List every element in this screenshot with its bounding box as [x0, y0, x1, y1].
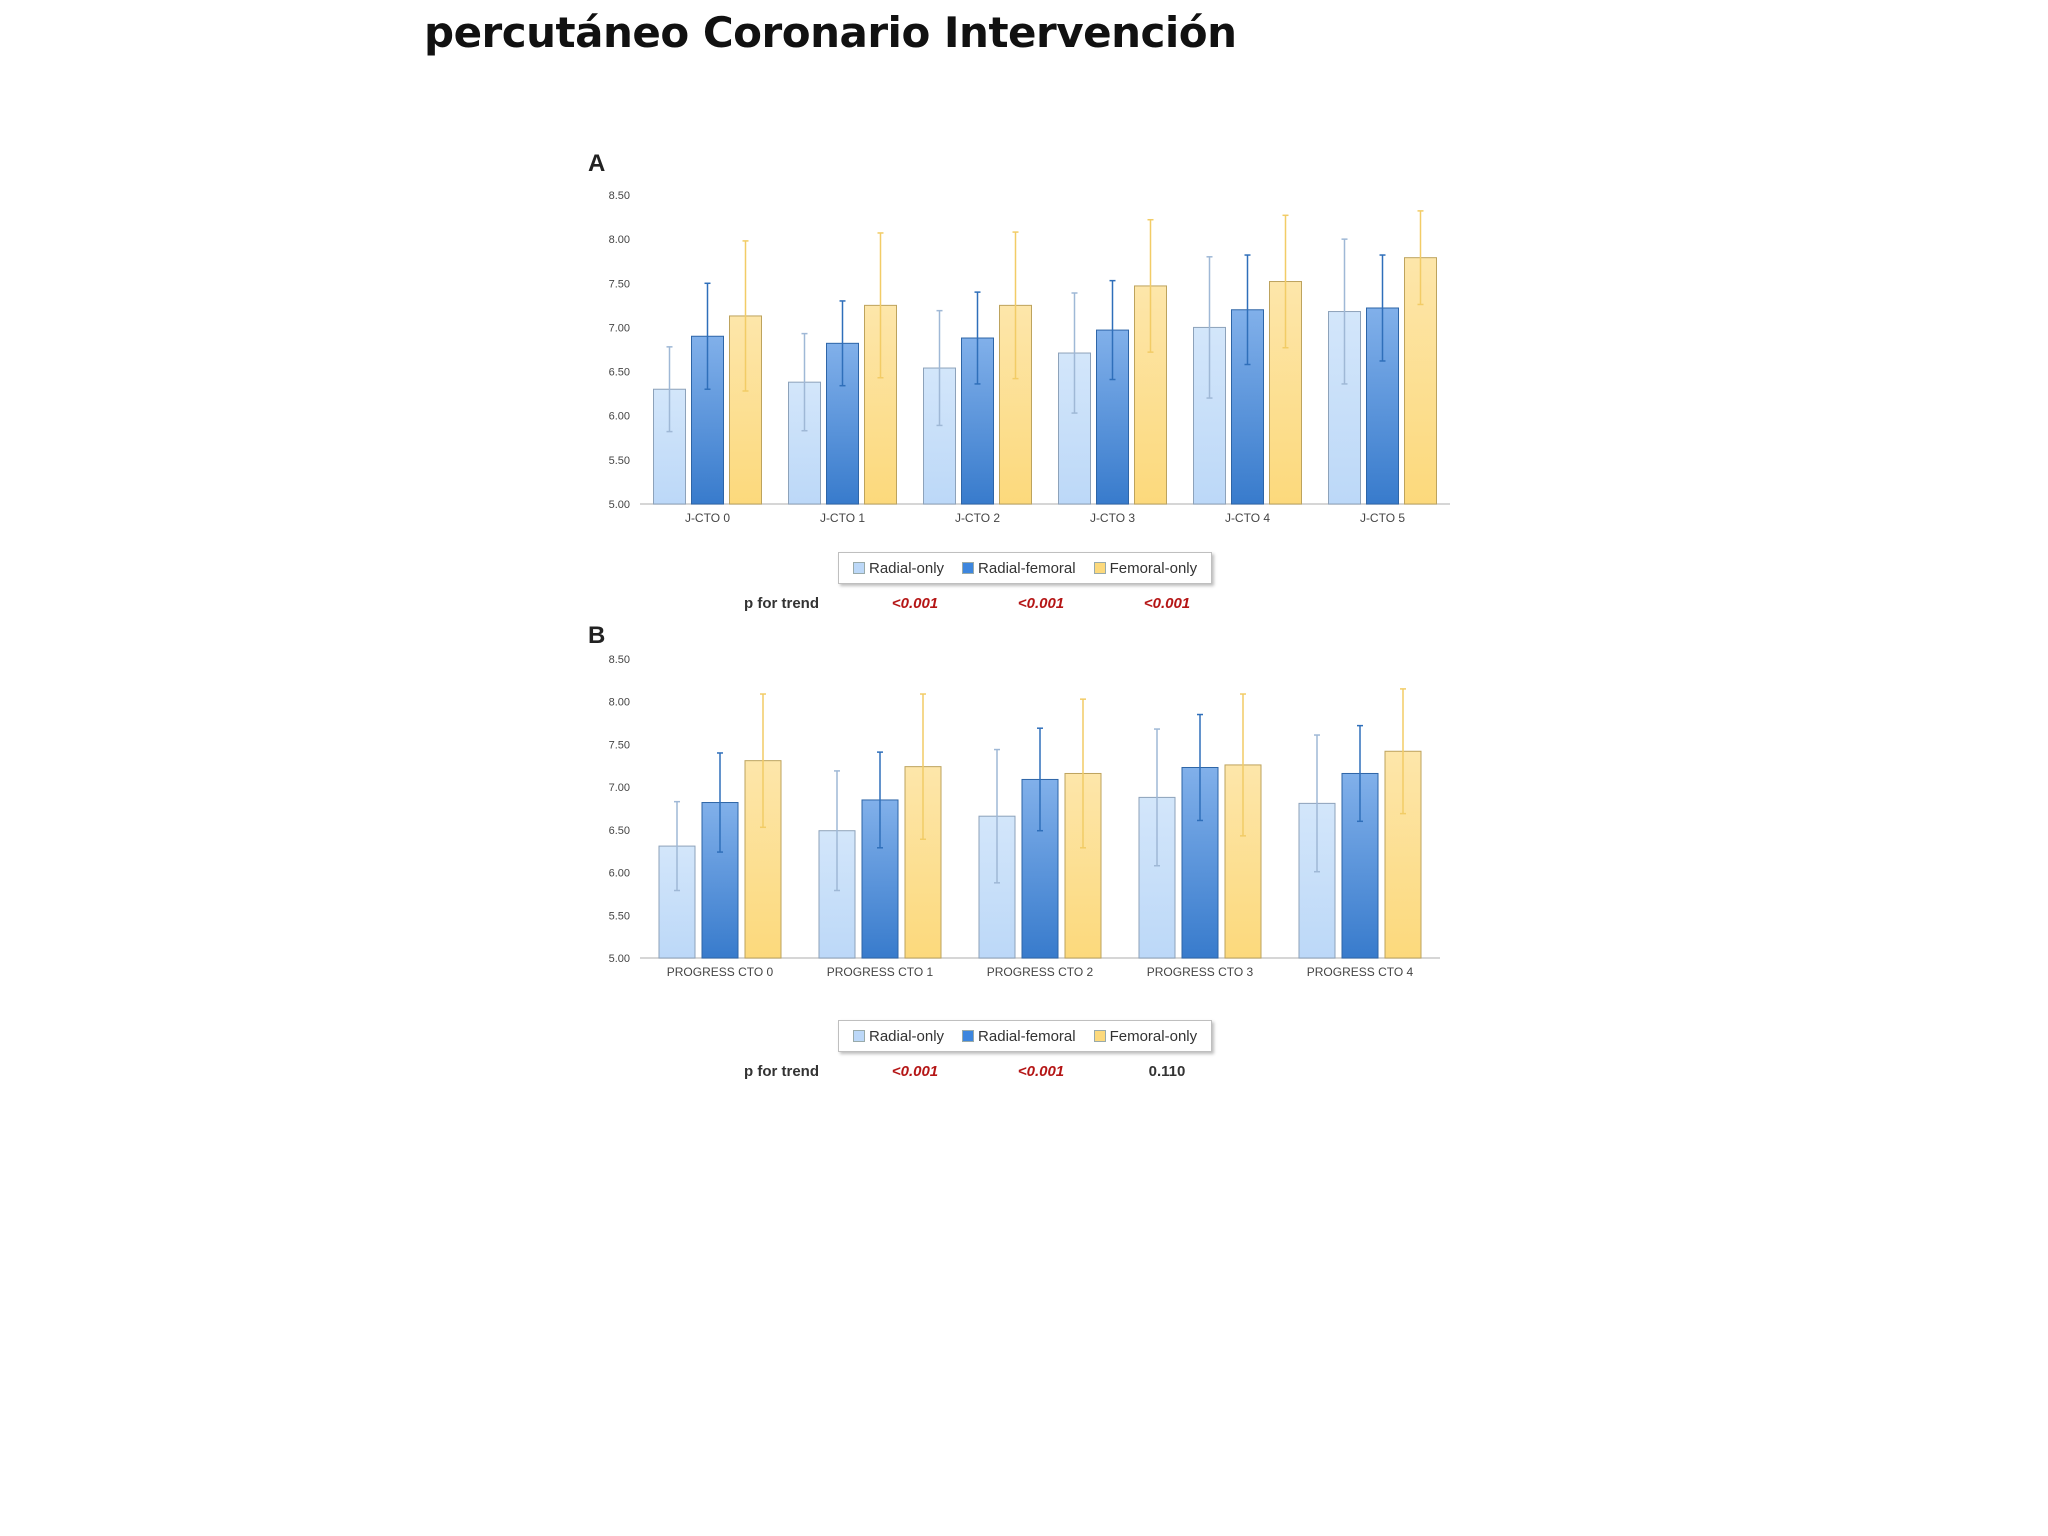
legend-item-femoral-only: Femoral-only [1093, 1027, 1198, 1045]
legend-label: Femoral-only [1109, 1027, 1198, 1045]
x-category-label: PROGRESS CTO 2 [987, 965, 1094, 979]
y-tick-label: 5.00 [609, 953, 630, 965]
legend-label: Radial-femoral [978, 1027, 1076, 1045]
panel-letter: A [588, 150, 606, 177]
legend: Radial-only Radial-femoral Femoral-only [838, 552, 1213, 584]
legend-item-radial-femoral: Radial-femoral [962, 1028, 1076, 1045]
x-category-label: J-CTO 1 [820, 511, 865, 525]
bar-radial-femoral [1181, 766, 1219, 959]
bar-femoral-only [729, 315, 762, 505]
legend-item-femoral-only: Femoral-only [1093, 559, 1198, 577]
legend-label: Femoral-only [1109, 559, 1198, 577]
legend-item-radial-femoral: Radial-femoral [962, 560, 1076, 577]
p-value: <0.001 [1017, 595, 1065, 612]
p-for-trend-label: p for trend [744, 1063, 819, 1080]
x-category-label: J-CTO 4 [1225, 511, 1270, 525]
legend-label: Radial-only [869, 559, 945, 577]
x-category-label: PROGRESS CTO 4 [1307, 965, 1414, 979]
p-for-trend-row: p for trend <0.001 <0.001 <0.001 [580, 595, 1460, 619]
y-tick-label: 5.50 [609, 455, 630, 467]
y-tick-label: 5.50 [609, 910, 630, 922]
y-tick-label: 8.50 [609, 190, 630, 202]
bar-chart-b: 5.00 5.50 6.00 6.50 7.00 7.50 8.00 8.50 PROGRESS… [609, 654, 1440, 979]
x-category-label: J-CTO 3 [1090, 511, 1135, 525]
p-value: <0.001 [1143, 595, 1191, 612]
slide-title: percutáneo Coronario Intervención [424, 8, 1237, 57]
legend-label: Radial-only [869, 1027, 945, 1045]
y-tick-label: 8.00 [609, 234, 630, 246]
bar-radial-femoral [961, 337, 994, 505]
y-tick-label: 7.50 [609, 739, 630, 751]
chart-panel-a: A 5.00 5.50 6.00 6.50 7.00 7.50 8.00 8.50 J-CTO … [580, 150, 1460, 625]
legend: Radial-only Radial-femoral Femoral-only [838, 1020, 1213, 1052]
y-tick-label: 6.50 [609, 825, 630, 837]
x-category-label: J-CTO 5 [1360, 511, 1405, 525]
x-category-label: PROGRESS CTO 1 [827, 965, 934, 979]
y-tick-label: 5.00 [609, 499, 630, 511]
y-tick-label: 6.50 [609, 367, 630, 379]
x-category-label: PROGRESS CTO 3 [1147, 965, 1254, 979]
legend-item-radial-only: Radial-only [853, 1028, 944, 1045]
bar-radial-only [788, 381, 821, 505]
p-for-trend-label: p for trend [744, 595, 819, 612]
x-category-label: J-CTO 0 [685, 511, 730, 525]
p-value: <0.001 [891, 1063, 939, 1080]
p-for-trend-row: p for trend <0.001 <0.001 0.110 [580, 1063, 1460, 1087]
panel-letter: B [588, 622, 606, 649]
legend-item-radial-only: Radial-only [853, 560, 944, 577]
y-tick-label: 6.00 [609, 868, 630, 880]
y-tick-label: 8.50 [609, 654, 630, 666]
bar-chart-a: 5.00 5.50 6.00 6.50 7.00 7.50 8.00 8.50 J-CTO 0 J… [609, 190, 1450, 525]
x-category-label: J-CTO 2 [955, 511, 1000, 525]
y-tick-label: 7.00 [609, 322, 630, 334]
legend-swatch [853, 1030, 865, 1042]
y-tick-label: 6.00 [609, 411, 630, 423]
p-value: <0.001 [1017, 1063, 1065, 1080]
chart-panel-b: B 5.00 5.50 6.00 6.50 7.00 7.50 8.00 8.50 PROGRE… [580, 622, 1460, 1097]
legend-swatch [962, 1030, 975, 1042]
p-value: <0.001 [891, 595, 939, 612]
legend-swatch [853, 562, 865, 574]
legend-swatch [962, 562, 975, 574]
y-tick-label: 8.00 [609, 697, 630, 709]
x-category-label: PROGRESS CTO 0 [667, 965, 774, 979]
p-value: 0.110 [1148, 1063, 1186, 1080]
legend-label: Radial-femoral [978, 559, 1076, 577]
y-tick-label: 7.50 [609, 278, 630, 290]
y-tick-label: 7.00 [609, 782, 630, 794]
legend-swatch [1093, 562, 1106, 574]
legend-swatch [1093, 1030, 1106, 1042]
